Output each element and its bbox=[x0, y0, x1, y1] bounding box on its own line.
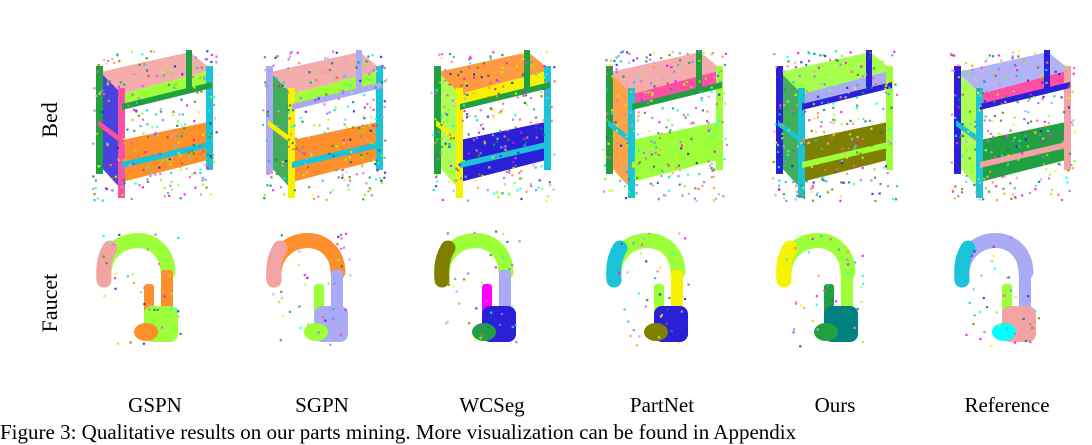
column-label-sgpn: SGPN bbox=[295, 393, 349, 417]
faucet-panel-ours bbox=[776, 233, 865, 348]
faucet-panel-gspn bbox=[96, 233, 182, 345]
row-label-faucet: Faucet bbox=[37, 273, 62, 333]
figure-caption: Figure 3: Qualitative results on our par… bbox=[0, 420, 797, 444]
column-label-gspn: GSPN bbox=[128, 393, 182, 417]
bed-panel-wcseg bbox=[430, 50, 556, 202]
row-label-bed: Bed bbox=[37, 102, 62, 138]
bed-panel-sgpn bbox=[262, 50, 388, 201]
faucet-panel-wcseg bbox=[434, 230, 521, 344]
faucet-panel-partnet bbox=[606, 232, 690, 347]
bed-panel-gspn bbox=[92, 50, 218, 202]
column-label-wcseg: WCSeg bbox=[459, 393, 525, 417]
bed-panel-ours bbox=[772, 50, 899, 202]
bed-panel-partnet bbox=[602, 50, 728, 202]
column-label-partnet: PartNet bbox=[629, 393, 695, 417]
bed-panel-reference bbox=[950, 50, 1076, 202]
column-label-ours: Ours bbox=[814, 393, 856, 417]
faucet-panel-reference bbox=[954, 233, 1040, 348]
faucet-panel-sgpn bbox=[266, 232, 352, 346]
column-label-reference: Reference bbox=[964, 393, 1050, 417]
